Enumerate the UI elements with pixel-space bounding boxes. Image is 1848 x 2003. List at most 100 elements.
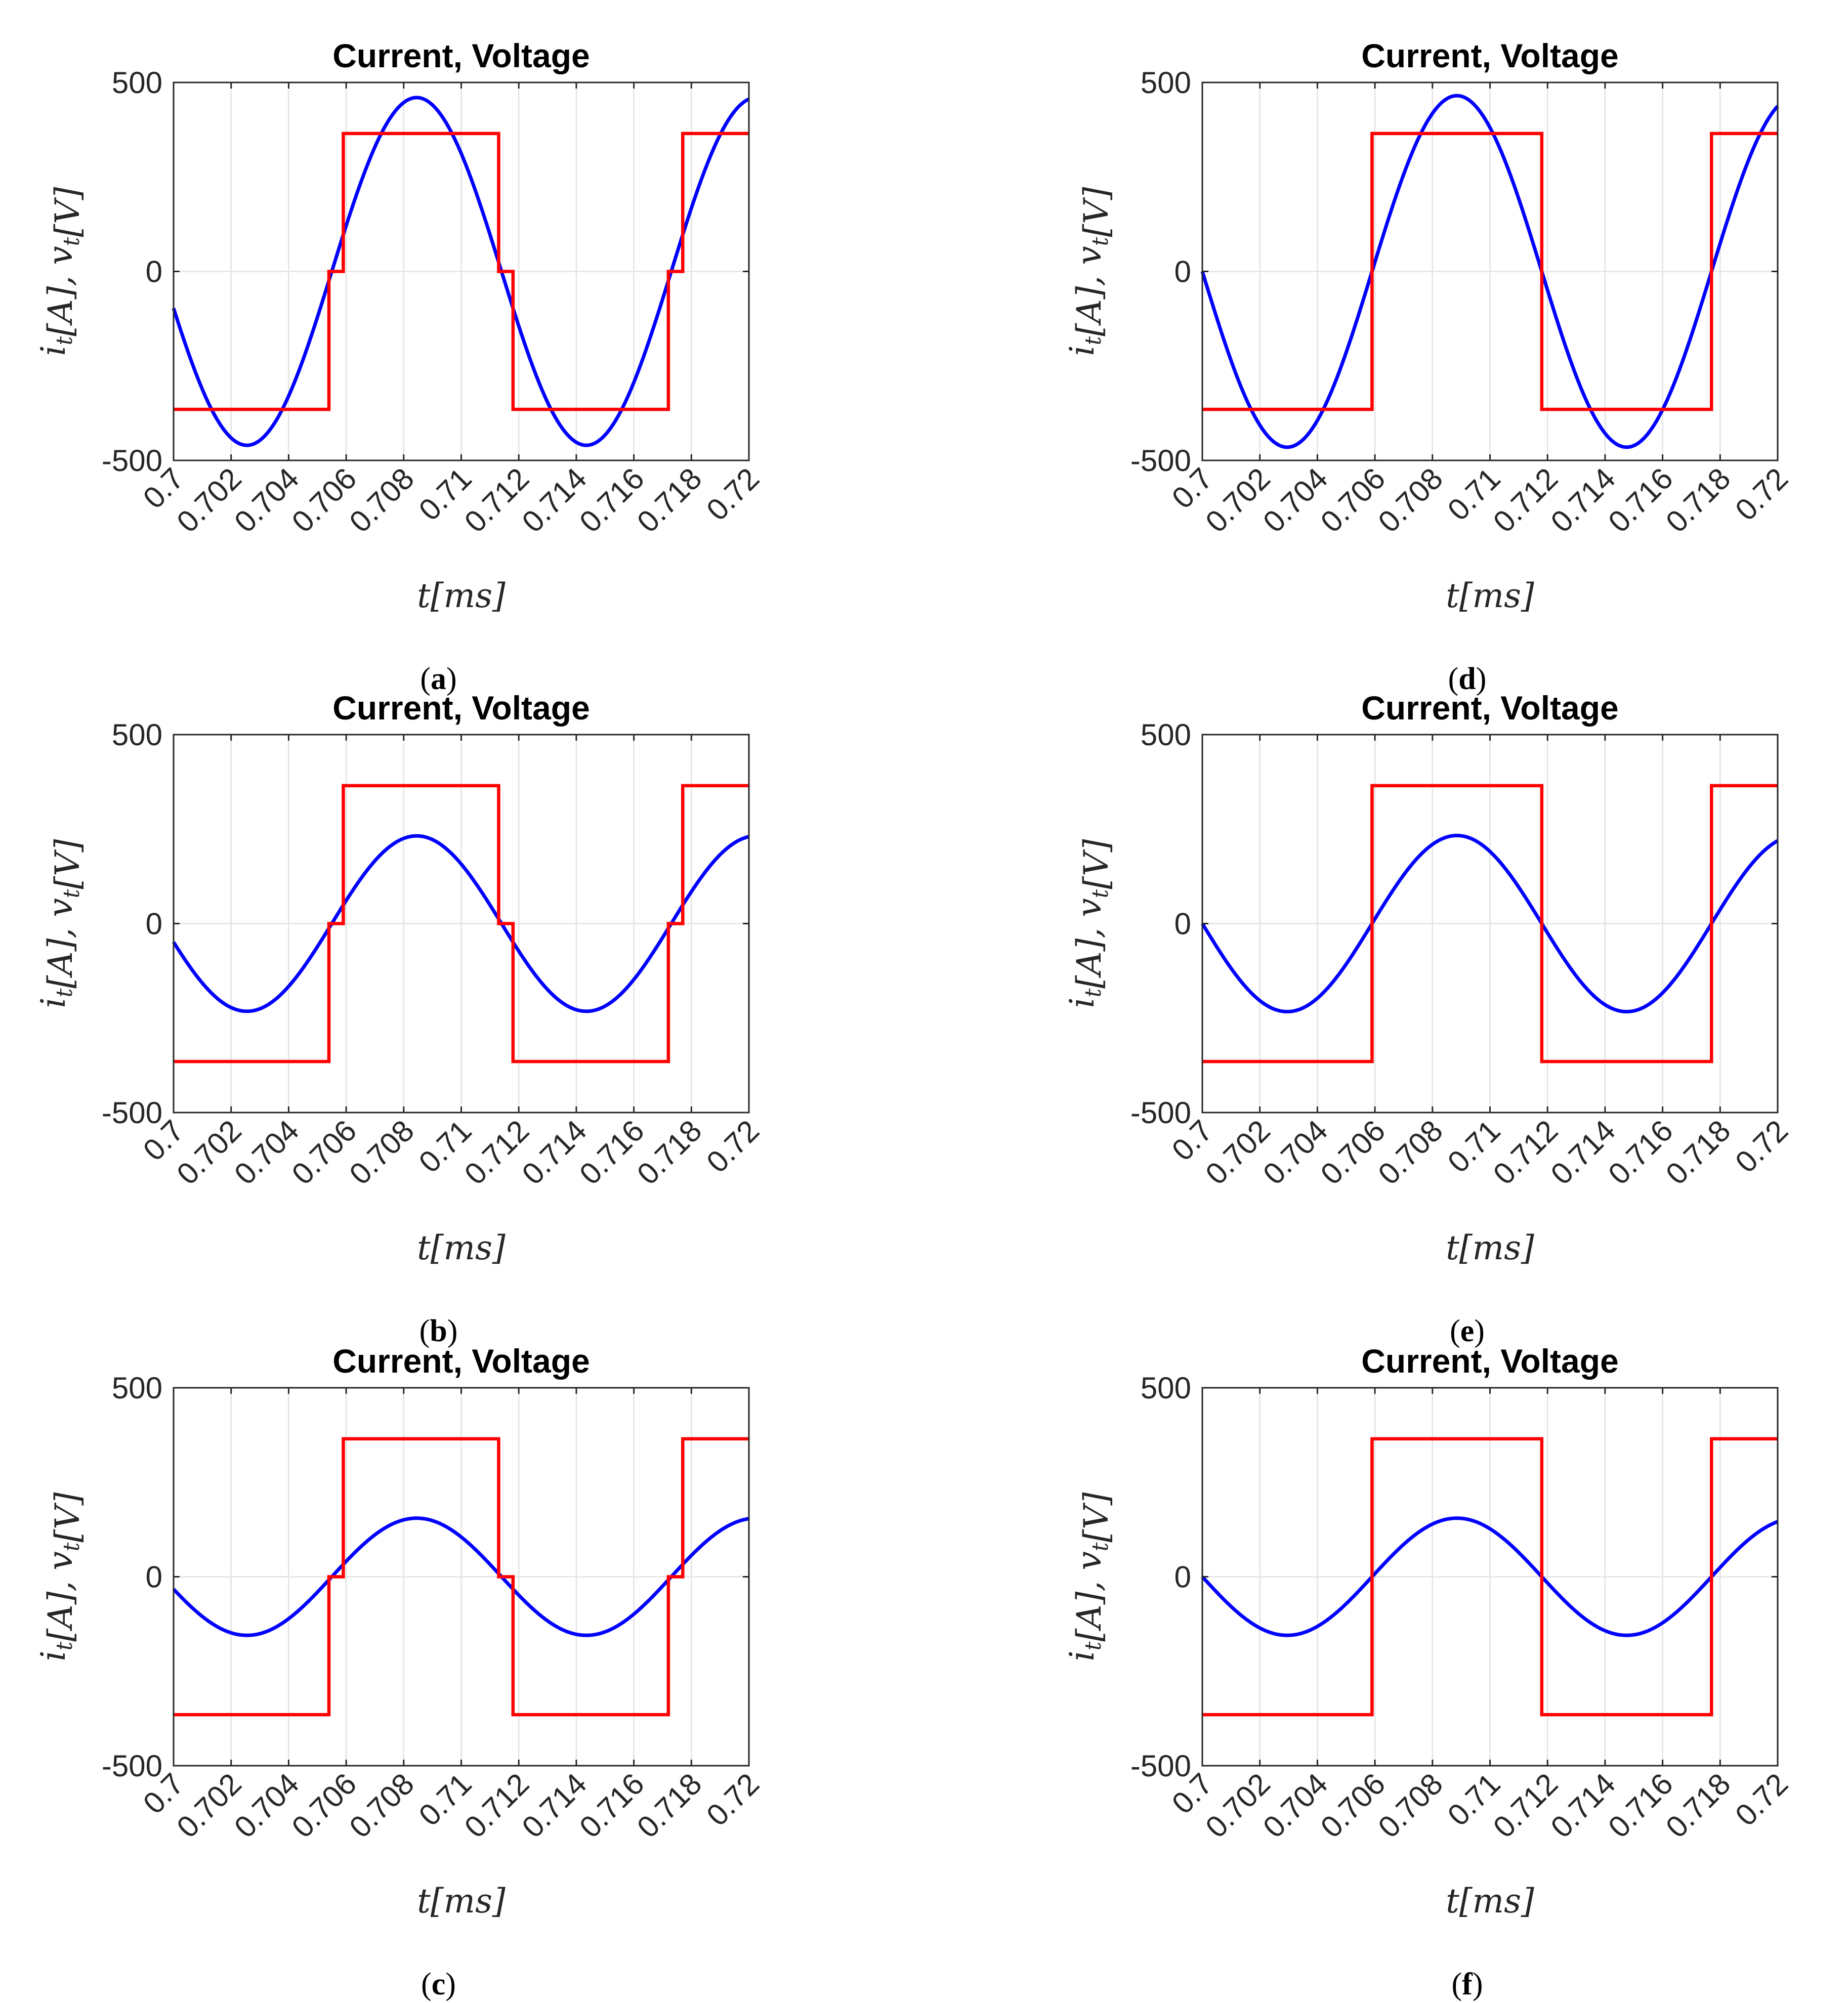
- y-axis-label-part: i: [34, 1650, 73, 1661]
- y-tick-label: 0: [146, 907, 162, 941]
- x-tick-label: 0.704: [1256, 1114, 1334, 1191]
- y-axis-label-part: i: [1063, 345, 1102, 356]
- y-axis-label-part: [V]: [1077, 1492, 1116, 1542]
- voltage-line: [1202, 132, 1778, 411]
- current-line: [1200, 94, 1779, 449]
- chart-panel-b: Current, Voltage0.70.7020.7040.7060.7080…: [34, 689, 766, 1348]
- x-tick-label: 0.72: [700, 461, 766, 527]
- x-tick-label: 0.72: [1729, 1767, 1794, 1832]
- y-axis-label-part: t: [1080, 336, 1106, 345]
- x-tick-label: 0.718: [631, 1767, 708, 1845]
- y-axis-label-part: i: [34, 997, 73, 1008]
- x-tick-label: 0.702: [1199, 1767, 1277, 1845]
- x-axis-label: t[ms]: [417, 576, 506, 615]
- y-axis-label-part: t: [1087, 237, 1113, 246]
- voltage-line: [174, 784, 749, 1063]
- y-axis-label-part: t: [1080, 1641, 1106, 1650]
- y-axis-label-part: t: [59, 1542, 85, 1551]
- chart-panel-c: Current, Voltage0.70.7020.7040.7060.7080…: [34, 1342, 766, 2001]
- x-tick-label: 0.714: [1544, 461, 1622, 539]
- x-tick-label: 0.716: [1602, 461, 1679, 539]
- y-axis-label-part: i: [1063, 997, 1102, 1008]
- x-tick-label: 0.702: [1199, 1114, 1277, 1191]
- chart-panel-d: Current, Voltage0.70.7020.7040.7060.7080…: [1063, 37, 1794, 696]
- x-tick-label: 0.718: [1659, 461, 1737, 539]
- y-tick-label: 500: [1141, 718, 1191, 752]
- current-line: [1201, 1516, 1779, 1637]
- x-tick-label: 0.712: [1487, 1114, 1565, 1191]
- chart-panel-a: Current, Voltage0.70.7020.7040.7060.7080…: [34, 37, 766, 696]
- voltage-line: [1202, 1437, 1778, 1717]
- x-tick-label: 0.716: [1602, 1114, 1679, 1191]
- y-tick-label: 0: [1174, 1560, 1191, 1594]
- y-tick-label: -500: [1130, 1749, 1191, 1783]
- panel-caption: (d): [1448, 662, 1487, 696]
- x-tick-label: 0.702: [170, 461, 248, 539]
- voltage-line: [174, 132, 749, 411]
- x-tick-label: 0.702: [170, 1767, 248, 1845]
- y-axis-label-part: t: [1087, 1542, 1113, 1551]
- x-tick-label: 0.718: [631, 1114, 708, 1191]
- y-axis-label-part: i: [1063, 1650, 1102, 1661]
- x-tick-label: 0.702: [170, 1114, 248, 1191]
- y-axis-label-part: [V]: [1077, 187, 1116, 237]
- y-tick-label: -500: [102, 1096, 162, 1130]
- x-tick-label: 0.72: [1729, 461, 1794, 527]
- x-axis-label: t[ms]: [1446, 1228, 1534, 1267]
- y-axis-label-part: t: [52, 988, 77, 997]
- y-axis-label: it[A], vt[V]: [34, 1492, 87, 1661]
- y-tick-label: 500: [112, 718, 162, 752]
- panel-caption-part: f: [1462, 1967, 1473, 2001]
- panel-caption-part: e: [1460, 1314, 1475, 1348]
- x-tick-label: 0.712: [458, 1767, 536, 1845]
- y-tick-label: 0: [146, 1560, 162, 1594]
- y-axis-label-part: t: [1080, 988, 1106, 997]
- y-axis-label-part: [V]: [48, 839, 87, 889]
- panel-caption-part: c: [432, 1967, 446, 2001]
- x-tick-label: 0.714: [516, 1767, 594, 1845]
- y-axis-label-part: [A], v: [1070, 246, 1109, 336]
- x-axis-label: t[ms]: [1446, 1882, 1534, 1921]
- y-axis-label: it[A], vt[V]: [34, 839, 87, 1008]
- x-tick-label: 0.704: [228, 1114, 306, 1191]
- panel-caption-part: (: [1452, 1967, 1462, 2001]
- y-axis-label: it[A], vt[V]: [1063, 839, 1116, 1008]
- x-tick-label: 0.714: [516, 1114, 594, 1191]
- x-tick-label: 0.704: [1256, 461, 1334, 539]
- x-tick-label: 0.708: [1371, 1114, 1449, 1191]
- y-axis-label: it[A], vt[V]: [34, 187, 87, 356]
- chart-title: Current, Voltage: [332, 689, 590, 727]
- y-axis-label-part: [V]: [48, 187, 87, 237]
- x-tick-label: 0.708: [1371, 1767, 1449, 1845]
- x-tick-label: 0.718: [1659, 1767, 1737, 1845]
- y-axis-label-part: i: [34, 345, 73, 356]
- x-tick-label: 0.714: [1544, 1114, 1622, 1191]
- x-tick-label: 0.72: [700, 1767, 766, 1832]
- panel-caption: (c): [421, 1967, 456, 2001]
- x-tick-label: 0.706: [285, 1114, 363, 1191]
- x-axis-label: t[ms]: [417, 1882, 506, 1921]
- x-tick-label: 0.72: [1729, 1114, 1794, 1179]
- y-tick-label: -500: [102, 444, 162, 478]
- panel-caption-part: ): [446, 662, 457, 696]
- y-tick-label: 500: [112, 1371, 162, 1405]
- x-tick-label: 0.706: [1314, 461, 1392, 539]
- chart-title: Current, Voltage: [1361, 1342, 1619, 1380]
- y-tick-label: -500: [1130, 1096, 1191, 1130]
- y-axis-label-part: [A], v: [41, 1551, 80, 1641]
- panel-caption-part: d: [1458, 662, 1476, 696]
- panel-caption: (e): [1450, 1314, 1485, 1348]
- panel-caption-part: (: [1448, 662, 1459, 696]
- voltage-line: [1202, 784, 1778, 1063]
- chart-title: Current, Voltage: [1361, 689, 1619, 727]
- y-axis-label-part: t: [59, 237, 85, 246]
- y-tick-label: -500: [102, 1749, 162, 1783]
- panel-caption-part: (: [421, 1967, 432, 2001]
- x-tick-label: 0.72: [700, 1114, 766, 1179]
- x-tick-label: 0.708: [1371, 461, 1449, 539]
- panel-caption: (a): [420, 662, 456, 696]
- x-tick-label: 0.704: [228, 1767, 306, 1845]
- chart-panel-f: Current, Voltage0.70.7020.7040.7060.7080…: [1063, 1342, 1794, 2001]
- panel-caption: (f): [1452, 1967, 1483, 2001]
